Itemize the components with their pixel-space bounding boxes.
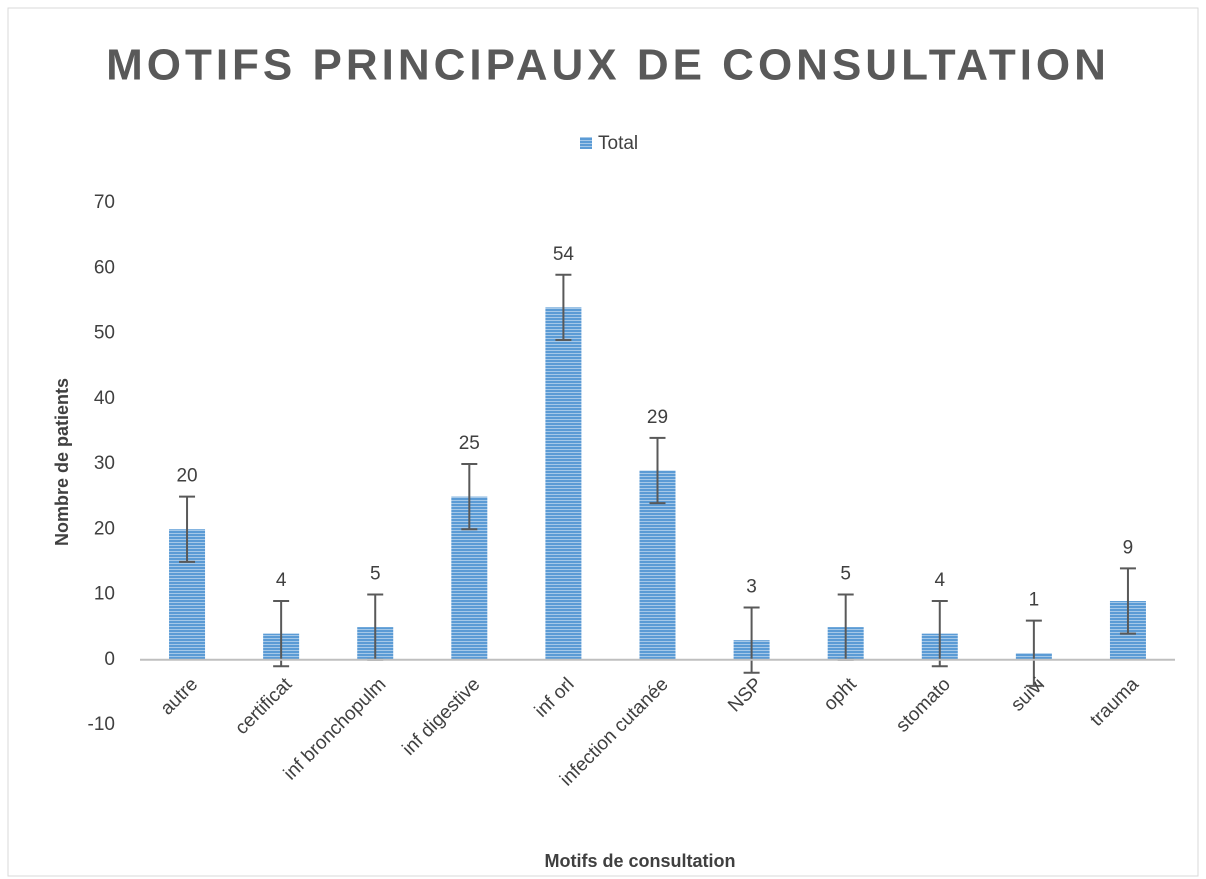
- data-label: 4: [934, 570, 945, 591]
- chart-title: MOTIFS PRINCIPAUX DE CONSULTATION: [106, 41, 1110, 90]
- error-bar: [743, 606, 760, 674]
- data-label: 29: [647, 407, 668, 428]
- y-tick-label: 50: [94, 323, 115, 344]
- data-label: 5: [840, 564, 851, 585]
- legend-swatch: [580, 137, 592, 149]
- error-bar: [461, 463, 478, 531]
- data-label: 25: [459, 433, 480, 454]
- y-tick-label: 70: [94, 192, 115, 213]
- x-axis-label: Motifs de consultation: [545, 851, 736, 871]
- data-label: 5: [370, 564, 381, 585]
- legend: Total: [580, 133, 638, 154]
- data-label: 9: [1123, 537, 1134, 558]
- error-bar: [179, 495, 196, 563]
- y-axis-label: Nombre de patients: [52, 378, 72, 546]
- y-tick-label: 0: [104, 649, 115, 670]
- y-tick-label: 60: [94, 257, 115, 278]
- y-tick-label: 30: [94, 453, 115, 474]
- data-label: 4: [276, 570, 287, 591]
- error-bar: [273, 600, 290, 668]
- bar: [545, 307, 582, 660]
- error-bar: [1119, 567, 1136, 635]
- data-label: 20: [176, 466, 197, 487]
- error-bar: [555, 273, 572, 342]
- y-tick-label: 20: [94, 518, 115, 539]
- error-bar: [1025, 619, 1042, 687]
- data-label: 54: [553, 244, 575, 265]
- error-bar: [649, 436, 666, 505]
- legend-label: Total: [598, 133, 638, 154]
- chart-border: [7, 7, 1199, 877]
- y-tick-label: 40: [94, 388, 115, 409]
- data-label: 3: [746, 577, 757, 598]
- error-bar: [931, 600, 948, 668]
- y-tick-label: 10: [94, 584, 115, 605]
- y-tick-label: -10: [88, 714, 115, 735]
- data-label: 1: [1029, 590, 1040, 611]
